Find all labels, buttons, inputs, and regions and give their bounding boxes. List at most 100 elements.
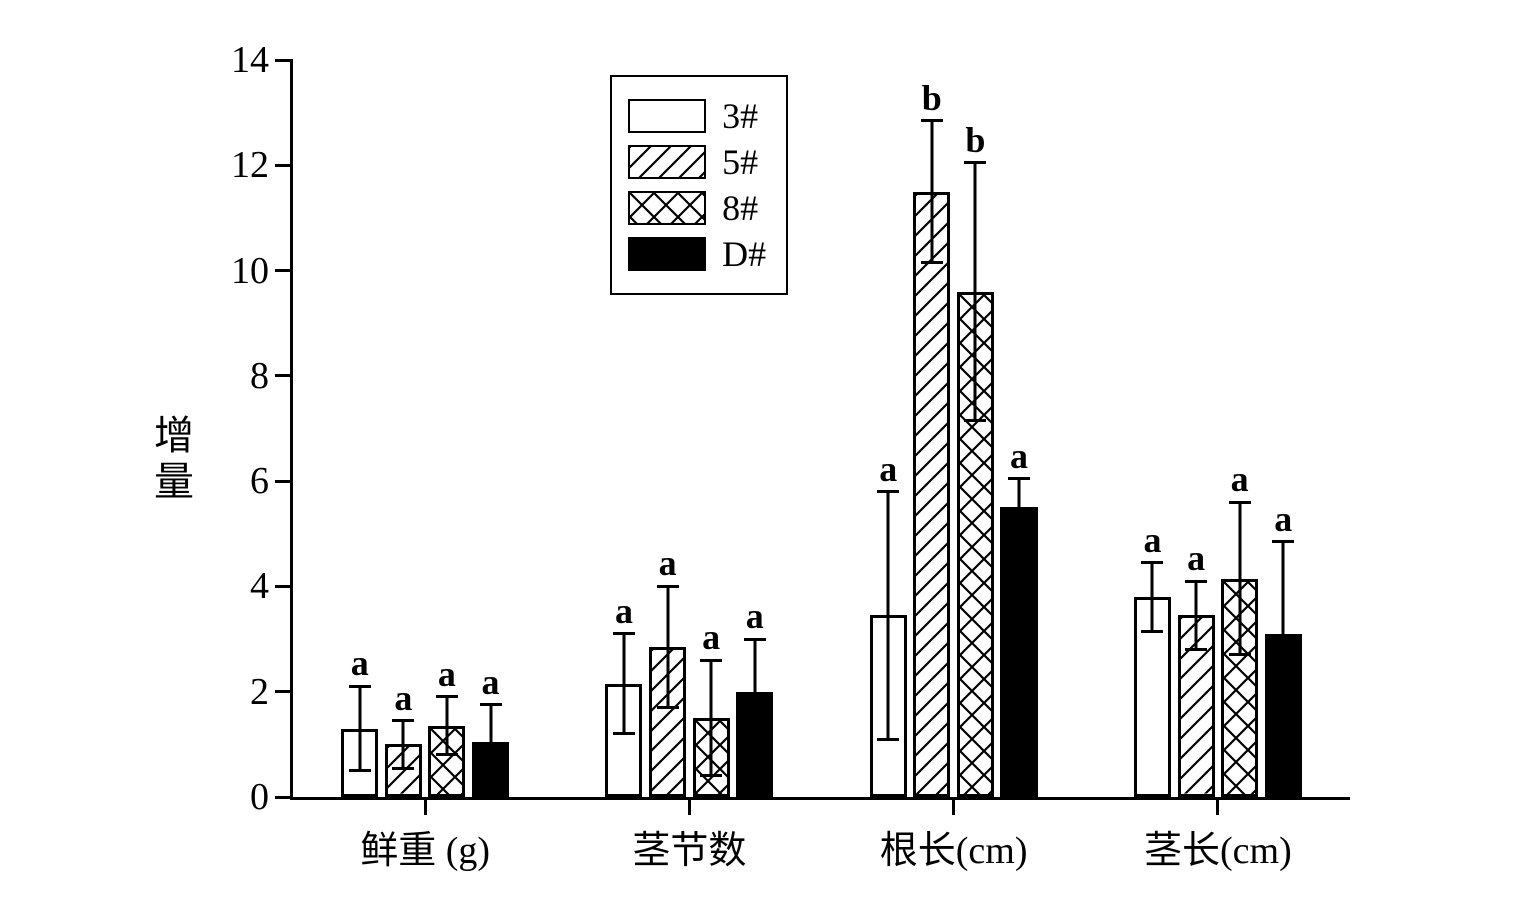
bar-chart: 增量 02468101214鲜重 (g)aaaa茎节数aaaa根长(cm)abb…: [120, 40, 1400, 880]
y-tick-label: 4: [250, 564, 269, 608]
significance-label: a: [394, 677, 412, 719]
error-cap: [1272, 540, 1294, 543]
legend-label: 8#: [722, 187, 758, 229]
bar: [913, 192, 950, 797]
error-cap: [613, 732, 635, 735]
significance-label: a: [1187, 537, 1205, 579]
x-tick: [952, 797, 955, 815]
legend-item: 3#: [628, 95, 766, 137]
error-cap: [392, 767, 414, 770]
significance-label: a: [746, 595, 764, 637]
legend-item: 8#: [628, 187, 766, 229]
legend-swatch: [628, 191, 706, 225]
significance-label: a: [1010, 435, 1028, 477]
error-cap: [1008, 477, 1030, 480]
significance-label: a: [1231, 458, 1249, 500]
error-cap: [1229, 501, 1251, 504]
legend-label: 3#: [722, 95, 758, 137]
legend-swatch: [628, 99, 706, 133]
significance-label: a: [1143, 519, 1161, 561]
significance-label: a: [1274, 498, 1292, 540]
error-bar: [445, 697, 448, 755]
error-bar: [358, 686, 361, 770]
bar: [1000, 507, 1037, 797]
error-bar: [402, 721, 405, 768]
x-tick: [424, 797, 427, 815]
error-bar: [1238, 502, 1241, 655]
error-cap: [921, 261, 943, 264]
significance-label: a: [702, 616, 720, 658]
plot-area: 02468101214鲜重 (g)aaaa茎节数aaaa根长(cm)abba茎长…: [290, 60, 1350, 800]
significance-label: a: [482, 661, 500, 703]
legend-item: D#: [628, 233, 766, 275]
y-tick: [275, 59, 293, 62]
significance-label: a: [659, 542, 677, 584]
error-cap: [700, 659, 722, 662]
error-bar: [974, 163, 977, 421]
error-cap: [1141, 561, 1163, 564]
error-cap: [480, 703, 502, 706]
significance-label: a: [615, 590, 633, 632]
y-tick: [275, 269, 293, 272]
y-tick-label: 8: [250, 354, 269, 398]
error-cap: [1141, 630, 1163, 633]
significance-label: a: [438, 653, 456, 695]
y-tick-label: 12: [231, 143, 269, 187]
y-tick: [275, 796, 293, 799]
y-tick: [275, 690, 293, 693]
significance-label: b: [965, 119, 985, 161]
error-bar: [1151, 563, 1154, 631]
error-bar: [1195, 581, 1198, 649]
error-cap: [744, 638, 766, 641]
x-tick-label: 茎长(cm): [1144, 819, 1292, 874]
y-tick-label: 14: [231, 38, 269, 82]
error-cap: [700, 774, 722, 777]
legend-swatch: [628, 237, 706, 271]
y-tick-label: 2: [250, 670, 269, 714]
x-tick-label: 根长(cm): [880, 819, 1028, 874]
y-tick: [275, 374, 293, 377]
y-tick: [275, 480, 293, 483]
error-cap: [436, 695, 458, 698]
error-cap: [877, 490, 899, 493]
error-cap: [964, 419, 986, 422]
error-bar: [1018, 479, 1021, 537]
x-tick-label: 茎节数: [632, 819, 746, 874]
error-cap: [1272, 724, 1294, 727]
y-tick: [275, 164, 293, 167]
error-cap: [921, 119, 943, 122]
error-cap: [349, 685, 371, 688]
error-bar: [1282, 542, 1285, 726]
error-cap: [1185, 648, 1207, 651]
error-cap: [436, 753, 458, 756]
y-tick-label: 10: [231, 249, 269, 293]
significance-label: a: [879, 448, 897, 490]
y-tick-label: 0: [250, 775, 269, 819]
y-axis-label: 增量: [141, 414, 199, 506]
x-tick: [688, 797, 691, 815]
error-bar: [666, 586, 669, 707]
error-bar: [930, 121, 933, 263]
error-cap: [392, 719, 414, 722]
error-cap: [964, 161, 986, 164]
significance-label: a: [351, 642, 369, 684]
error-bar: [753, 639, 756, 744]
error-cap: [480, 777, 502, 780]
error-cap: [349, 769, 371, 772]
legend: 3#5#8#D#: [610, 75, 788, 295]
x-tick-label: 鲜重 (g): [360, 819, 490, 874]
x-tick: [1216, 797, 1219, 815]
error-cap: [657, 706, 679, 709]
error-cap: [1229, 653, 1251, 656]
legend-item: 5#: [628, 141, 766, 183]
error-cap: [1185, 580, 1207, 583]
error-bar: [710, 660, 713, 776]
significance-label: b: [922, 77, 942, 119]
error-cap: [744, 743, 766, 746]
legend-label: D#: [722, 233, 766, 275]
legend-swatch: [628, 145, 706, 179]
legend-label: 5#: [722, 141, 758, 183]
error-bar: [622, 634, 625, 734]
y-tick-label: 6: [250, 459, 269, 503]
error-cap: [613, 632, 635, 635]
